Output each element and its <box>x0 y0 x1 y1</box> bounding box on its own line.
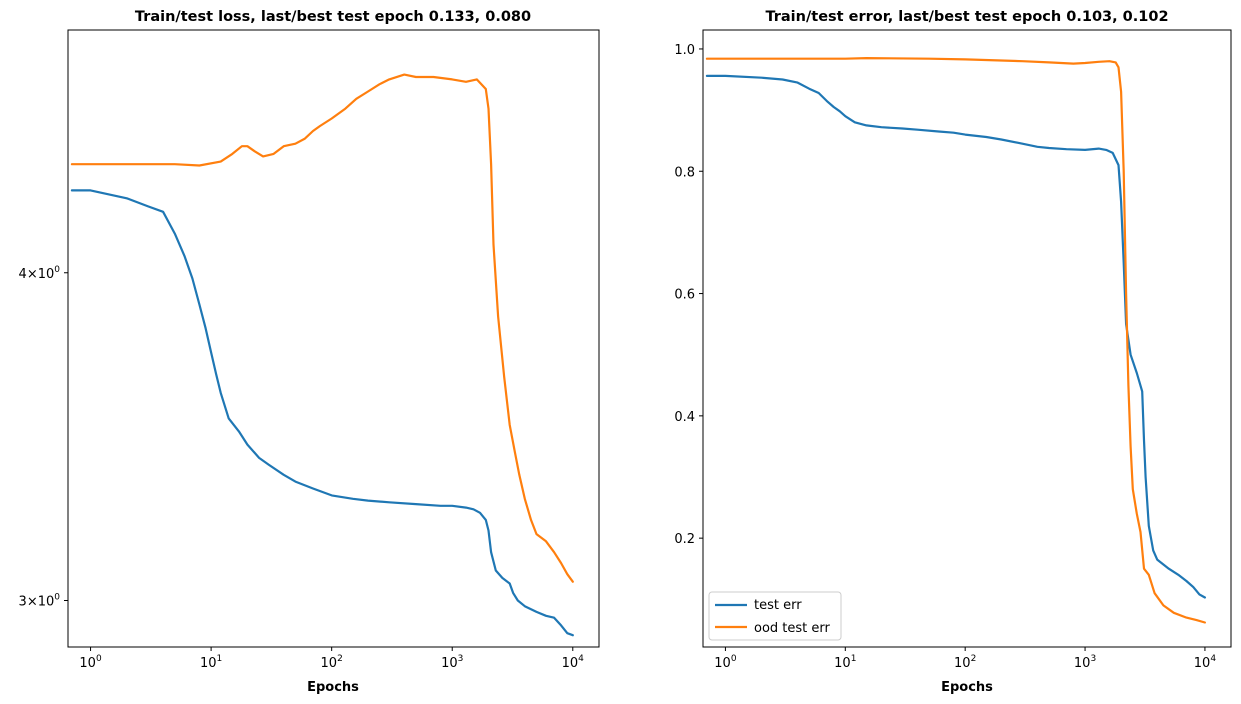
error-chart-title: Train/test error, last/best test epoch 0… <box>765 9 1168 25</box>
loss-series-line-1 <box>70 73 574 583</box>
loss-x-tick-label: 101 <box>200 654 222 671</box>
error-plot-area <box>702 29 1232 648</box>
error-x-tick-label: 101 <box>834 654 856 671</box>
loss-y-tick-label: 4×100 <box>19 265 61 282</box>
error-y-tick-label: 0.6 <box>674 288 695 303</box>
loss-x-tick-label: 100 <box>79 654 102 671</box>
error-y-tick-label: 0.4 <box>674 410 695 425</box>
loss-plot-area <box>67 29 600 648</box>
error-y-tick-label: 0.8 <box>674 165 695 180</box>
loss-x-axis-label: Epochs <box>307 680 359 695</box>
error-x-axis-label: Epochs <box>941 680 993 695</box>
error-x-tick-label: 100 <box>714 654 737 671</box>
loss-chart: Train/test loss, last/best test epoch 0.… <box>19 9 600 695</box>
error-y-tick-label: 0.2 <box>674 532 695 547</box>
loss-chart-title: Train/test loss, last/best test epoch 0.… <box>135 9 531 25</box>
error-series-line-1 <box>705 57 1206 624</box>
loss-y-tick-label: 3×100 <box>19 592 61 609</box>
legend-label-ood-test-err: ood test err <box>754 621 831 636</box>
error-x-tick-label: 104 <box>1194 654 1217 671</box>
error-chart: Train/test error, last/best test epoch 0… <box>674 9 1232 695</box>
error-y-tick-label: 1.0 <box>674 43 695 58</box>
loss-x-tick-label: 102 <box>321 654 343 671</box>
error-x-tick-label: 102 <box>954 654 976 671</box>
loss-x-tick-label: 104 <box>562 654 585 671</box>
loss-x-tick-label: 103 <box>441 654 463 671</box>
error-x-tick-label: 103 <box>1074 654 1096 671</box>
legend: test err ood test err <box>708 591 842 641</box>
loss-series-line-0 <box>70 189 574 637</box>
error-series-line-0 <box>705 74 1206 599</box>
legend-label-test-err: test err <box>754 598 802 613</box>
